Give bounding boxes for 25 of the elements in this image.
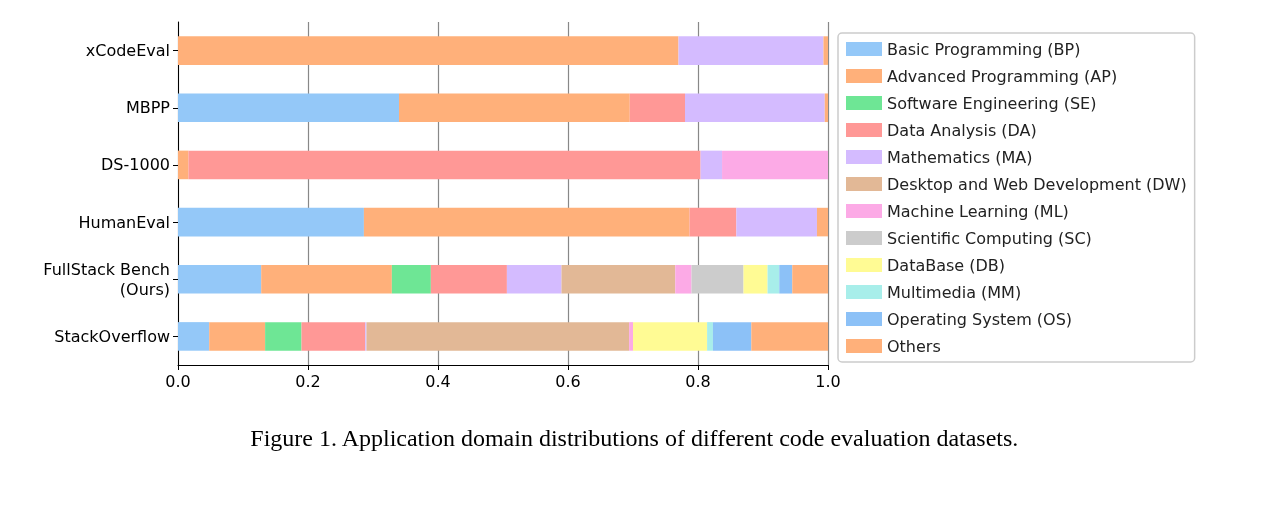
- legend-label: Mathematics (MA): [887, 147, 1033, 167]
- legend-label: DataBase (DB): [887, 255, 1006, 275]
- legend-label: Advanced Programming (AP): [887, 66, 1118, 86]
- x-tick-label: 0.2: [295, 371, 321, 391]
- x-tick-label: 0.0: [165, 371, 191, 391]
- legend-label: Software Engineering (SE): [887, 93, 1097, 113]
- x-tick-label: 0.6: [555, 371, 581, 391]
- x-tick-label: 0.8: [685, 371, 711, 391]
- legend-label: Basic Programming (BP): [887, 39, 1081, 59]
- y-tick-label: StackOverflow: [54, 326, 170, 346]
- y-tick-label: DS-1000: [101, 155, 170, 175]
- x-tick-label: 0.4: [425, 371, 451, 391]
- legend-label: Scientific Computing (SC): [887, 228, 1092, 248]
- y-tick-label: MBPP: [125, 98, 171, 118]
- legend-label: Desktop and Web Development (DW): [887, 174, 1187, 194]
- caption: Figure 1. Application domain distributions of different code evaluation datasets.: [250, 425, 1019, 451]
- x-tick-label: 1.0: [815, 371, 841, 391]
- y-tick-label: FullStack Bench (Ours): [43, 259, 170, 299]
- legend-label: Others: [887, 336, 941, 356]
- legend-label: Operating System (OS): [887, 309, 1073, 329]
- legend-label: Machine Learning (ML): [887, 201, 1069, 221]
- y-tick-label: HumanEval: [78, 212, 170, 232]
- y-tick-label: xCodeEval: [85, 41, 170, 61]
- legend-label: Multimedia (MM): [887, 282, 1022, 302]
- legend-label: Data Analysis (DA): [887, 120, 1037, 140]
